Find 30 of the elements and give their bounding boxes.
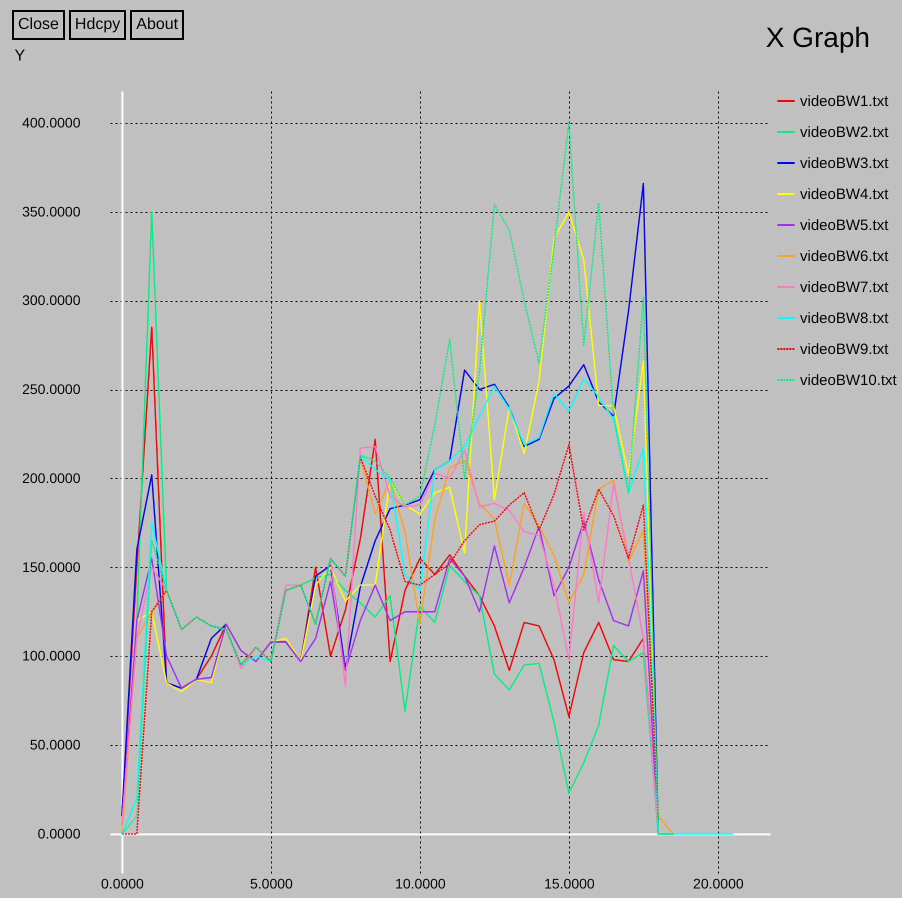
line-series (121, 378, 734, 835)
legend-label: videoBW10.txt (800, 372, 898, 389)
y-tick-label: 150.0000 (22, 558, 81, 575)
legend-label: videoBW5.txt (800, 217, 890, 234)
y-tick-label: 100.0000 (22, 648, 81, 664)
y-tick-label: 200.0000 (22, 470, 81, 486)
y-tick-label: 300.0000 (22, 292, 81, 308)
legend-label: videoBW8.txt (800, 310, 890, 327)
y-tick-label: 0.0000 (38, 825, 81, 842)
y-tick-label: 250.0000 (22, 381, 81, 398)
legend-label: videoBW6.txt (800, 248, 890, 265)
legend-label: videoBW1.txt (800, 93, 890, 110)
x-tick-label: 15.0000 (544, 876, 595, 892)
text: Close (12, 10, 65, 40)
legend-label: videoBW7.txt (800, 279, 890, 296)
y-tick-label: 350.0000 (22, 203, 81, 220)
text: About (130, 10, 184, 40)
chart-title: X Graph (766, 22, 870, 54)
y-tick-label: 50.0000 (30, 736, 81, 753)
x-tick-label: 10.0000 (395, 876, 446, 892)
legend-label: videoBW9.txt (800, 341, 890, 358)
y-tick-label: 400.0000 (22, 114, 81, 130)
legend-label: videoBW3.txt (800, 155, 890, 172)
x-tick-label: 0.0000 (101, 876, 144, 892)
legend-label: videoBW4.txt (800, 186, 890, 203)
y-axis-title: Y (14, 48, 26, 64)
legend-label: videoBW2.txt (800, 124, 890, 141)
x-tick-label: 20.0000 (693, 876, 744, 892)
x-tick-label: 5.0000 (250, 876, 294, 892)
text: Hdcpy (68, 10, 126, 40)
